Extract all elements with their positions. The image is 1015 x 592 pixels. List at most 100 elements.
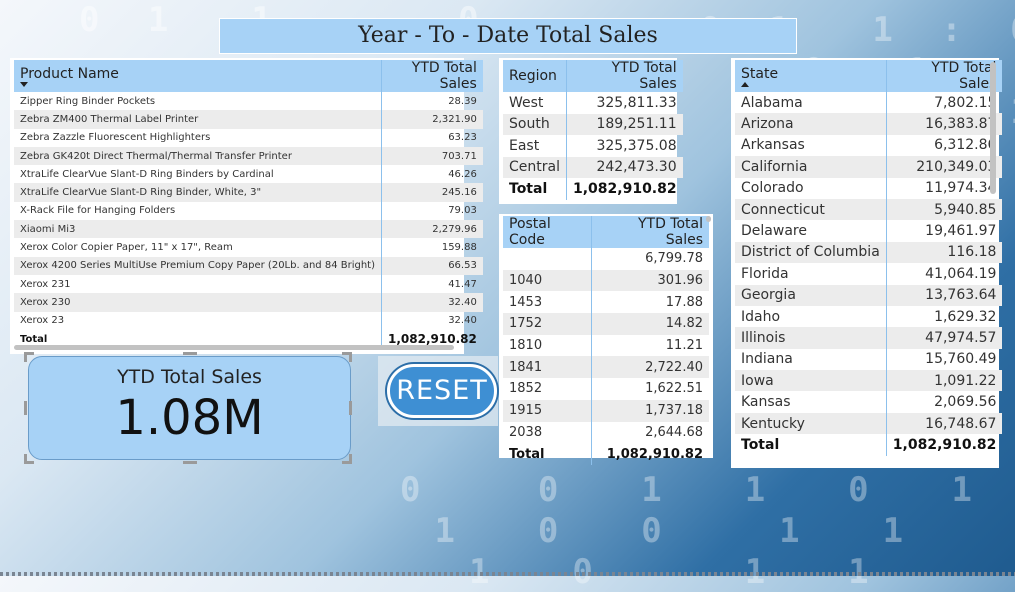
table-row[interactable]: Xerox 4200 Series MultiUse Premium Copy … xyxy=(14,256,483,275)
table-row[interactable]: Arizona 16,383.87 xyxy=(735,113,1003,135)
table-row[interactable]: Xiaomi Mi3 2,279.96 xyxy=(14,220,483,239)
reset-button[interactable]: RESET xyxy=(387,364,497,418)
row-value-cell: 301.96 xyxy=(590,269,709,292)
table-row[interactable]: Delaware 19,461.97 xyxy=(735,220,1003,242)
table-row[interactable]: Kansas 2,069.56 xyxy=(735,391,1003,413)
table-row[interactable]: 1453 17.88 xyxy=(503,291,709,314)
table-row[interactable]: XtraLife ClearVue Slant-D Ring Binders b… xyxy=(14,165,483,184)
resize-handle[interactable] xyxy=(183,352,197,355)
table-row[interactable]: Alabama 7,802.15 xyxy=(735,92,1003,114)
scrollbar[interactable] xyxy=(990,62,996,194)
table-row[interactable]: 1752 14.82 xyxy=(503,313,709,335)
region-table[interactable]: Region YTD Total Sales West 325,811.33 Sou… xyxy=(499,58,683,204)
row-value-cell: 1,091.22 xyxy=(885,370,1003,392)
column-header-ytd-sales[interactable]: YTD Total Sales xyxy=(380,60,483,92)
table-row[interactable]: Zebra Zazzle Fluorescent Highlighters 63.… xyxy=(14,128,483,147)
table-row[interactable]: Xerox 230 32.40 xyxy=(14,293,483,312)
row-label-cell: XtraLife ClearVue Slant-D Ring Binder, W… xyxy=(14,183,382,202)
scrollbar[interactable] xyxy=(706,216,711,222)
table-row[interactable]: Idaho 1,629.32 xyxy=(735,305,1003,328)
row-value-cell: 41,064.19 xyxy=(885,263,1003,285)
resize-handle[interactable] xyxy=(24,401,27,415)
kpi-label: YTD Total Sales xyxy=(117,366,262,388)
total-label: Total xyxy=(741,436,780,453)
row-label-cell: Xerox 230 xyxy=(14,293,382,312)
table-row[interactable]: West 325,811.33 xyxy=(503,92,683,114)
product-table-body: Zipper Ring Binder Pockets 28.39 Zebra ZM4… xyxy=(14,92,483,330)
total-label: Total xyxy=(20,333,48,345)
page-border-dots xyxy=(0,572,1015,576)
resize-handle[interactable] xyxy=(349,454,352,464)
table-row[interactable]: Central 242,473.30 xyxy=(503,156,683,178)
row-value-cell: 1,629.32 xyxy=(885,305,1003,328)
table-row[interactable]: Zebra GK420t Direct Thermal/Thermal Tran… xyxy=(14,146,483,166)
row-label-cell: XtraLife ClearVue Slant-D Ring Binders b… xyxy=(20,168,274,180)
row-label-cell: California xyxy=(735,156,887,178)
column-header-region[interactable]: Region xyxy=(509,68,557,84)
table-row[interactable]: 1841 2,722.40 xyxy=(503,356,709,379)
table-row[interactable]: Xerox 23 32.40 xyxy=(14,311,483,330)
resize-handle[interactable] xyxy=(24,461,34,464)
row-label-cell: 1453 xyxy=(509,294,543,310)
resize-handle[interactable] xyxy=(349,352,352,362)
table-row[interactable]: 1915 1,737.18 xyxy=(503,399,709,422)
resize-handle[interactable] xyxy=(342,352,352,355)
state-table[interactable]: State YTD Total Sales Alabama 7,802.15 Ari… xyxy=(731,58,1003,468)
row-value-cell: 2,321.90 xyxy=(380,110,483,129)
table-row[interactable]: Indiana 15,760.49 xyxy=(735,348,1003,371)
table-row[interactable]: 6,799.78 xyxy=(503,248,709,270)
row-value-cell: 6,799.78 xyxy=(590,248,709,270)
table-row[interactable]: Xerox Color Copier Paper, 11" x 17", Rea… xyxy=(14,238,483,257)
column-header-state[interactable]: State xyxy=(735,60,886,92)
table-row[interactable]: California 210,349.03 xyxy=(735,156,1003,178)
table-row[interactable]: Illinois 47,974.57 xyxy=(735,327,1003,349)
resize-handle[interactable] xyxy=(183,461,197,464)
row-label-cell: Zipper Ring Binder Pockets xyxy=(20,95,156,107)
table-row[interactable]: Georgia 13,763.64 xyxy=(735,284,1003,306)
table-row[interactable]: East 325,375.08 xyxy=(503,135,683,157)
table-row[interactable]: Zipper Ring Binder Pockets 28.39 xyxy=(14,92,483,111)
column-header-product-name[interactable]: Product Name xyxy=(14,60,382,92)
row-label-cell: Georgia xyxy=(735,284,887,306)
row-value-cell: 47,974.57 xyxy=(885,327,1003,349)
table-row[interactable]: Florida 41,064.19 xyxy=(735,263,1003,285)
column-header-ytd-sales[interactable]: YTD Total Sales xyxy=(885,60,1003,92)
row-label-cell: Idaho xyxy=(741,308,781,325)
row-value-cell: 66.53 xyxy=(380,256,483,275)
table-row[interactable]: Xerox 231 41.47 xyxy=(14,274,483,294)
table-row[interactable]: X-Rack File for Hanging Folders 79.03 xyxy=(14,201,483,221)
table-row[interactable]: XtraLife ClearVue Slant-D Ring Binder, W… xyxy=(14,183,483,202)
table-row[interactable]: Zebra ZM400 Thermal Label Printer 2,321.9… xyxy=(14,110,483,129)
table-row[interactable]: Connecticut 5,940.85 xyxy=(735,198,1003,221)
table-row[interactable]: Iowa 1,091.22 xyxy=(735,370,1003,392)
resize-handle[interactable] xyxy=(24,352,27,362)
column-header-postal-code[interactable]: Postal Code xyxy=(509,216,551,248)
sort-asc-icon xyxy=(741,81,749,87)
total-row: Total 1,082,910.82 xyxy=(503,178,683,200)
resize-handle[interactable] xyxy=(24,454,27,464)
table-row[interactable]: Colorado 11,974.34 xyxy=(735,177,1003,199)
resize-handle[interactable] xyxy=(24,352,34,355)
resize-handle[interactable] xyxy=(342,461,352,464)
kpi-card[interactable]: YTD Total Sales 1.08M xyxy=(28,356,351,460)
product-table[interactable]: Product Name YTD Total Sales Zipper Ring… xyxy=(10,58,483,354)
postal-code-table[interactable]: Postal Code YTD Total Sales 6,799.78 1040… xyxy=(499,214,713,465)
table-row[interactable]: 1852 1,622.51 xyxy=(503,378,709,400)
table-row[interactable]: 1040 301.96 xyxy=(503,269,709,292)
row-label-cell: Arizona xyxy=(735,113,887,135)
table-row[interactable]: District of Columbia 116.18 xyxy=(735,241,1003,264)
scrollbar[interactable] xyxy=(14,345,454,350)
column-header-ytd-sales[interactable]: YTD Total Sales xyxy=(565,60,683,92)
table-row[interactable]: Arkansas 6,312.86 xyxy=(735,134,1003,157)
resize-handle[interactable] xyxy=(349,401,352,415)
table-row[interactable]: 1810 11.21 xyxy=(503,334,709,357)
table-row[interactable]: 2038 2,644.68 xyxy=(503,421,709,444)
column-header-ytd-sales[interactable]: YTD Total Sales xyxy=(590,216,709,248)
table-row[interactable]: South 189,251.11 xyxy=(503,113,683,135)
row-value-cell: 16,383.87 xyxy=(885,113,1003,135)
row-value-cell: 189,251.11 xyxy=(565,113,683,135)
row-value-cell: 6,312.86 xyxy=(885,134,1003,157)
total-value: 1,082,910.82 xyxy=(590,443,709,465)
row-label-cell: 2038 xyxy=(509,424,543,440)
table-row[interactable]: Kentucky 16,748.67 xyxy=(735,412,1003,435)
